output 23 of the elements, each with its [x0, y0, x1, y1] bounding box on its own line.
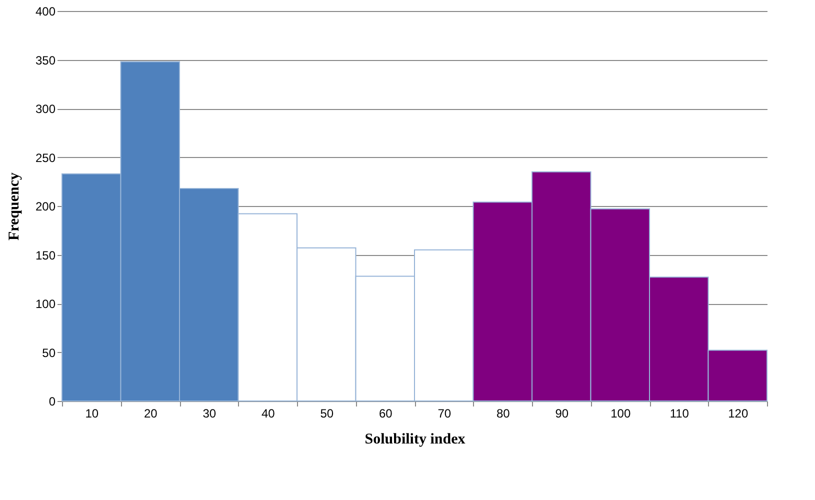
- x-tick-label: 60: [378, 406, 393, 420]
- x-tick-label: 80: [496, 406, 510, 420]
- x-tick-label: 30: [202, 406, 216, 420]
- x-tick-label: 70: [438, 406, 452, 420]
- y-tick-label: 50: [42, 346, 56, 360]
- x-tick-label: 110: [670, 406, 690, 420]
- x-tick-label: 10: [85, 406, 99, 420]
- y-tick-label: 400: [35, 4, 56, 18]
- x-tick-label: 50: [320, 406, 334, 420]
- x-tick-label: 120: [728, 406, 748, 420]
- x-tick-label: 40: [261, 406, 276, 420]
- y-tick-label: 100: [35, 297, 56, 311]
- x-tick-label: 20: [144, 406, 158, 420]
- y-tick-label: 350: [35, 53, 56, 68]
- x-tick-label: 90: [555, 406, 569, 420]
- y-tick-label: 150: [35, 248, 56, 262]
- y-tick-label: 0: [48, 394, 56, 408]
- y-tick-label: 300: [35, 102, 56, 116]
- x-axis-title: Solubility index: [364, 432, 466, 448]
- x-tick-label: 100: [610, 406, 631, 420]
- y-tick-label: 200: [35, 200, 56, 214]
- y-tick-label: 250: [35, 150, 56, 165]
- y-axis-title: Frequency: [6, 172, 22, 241]
